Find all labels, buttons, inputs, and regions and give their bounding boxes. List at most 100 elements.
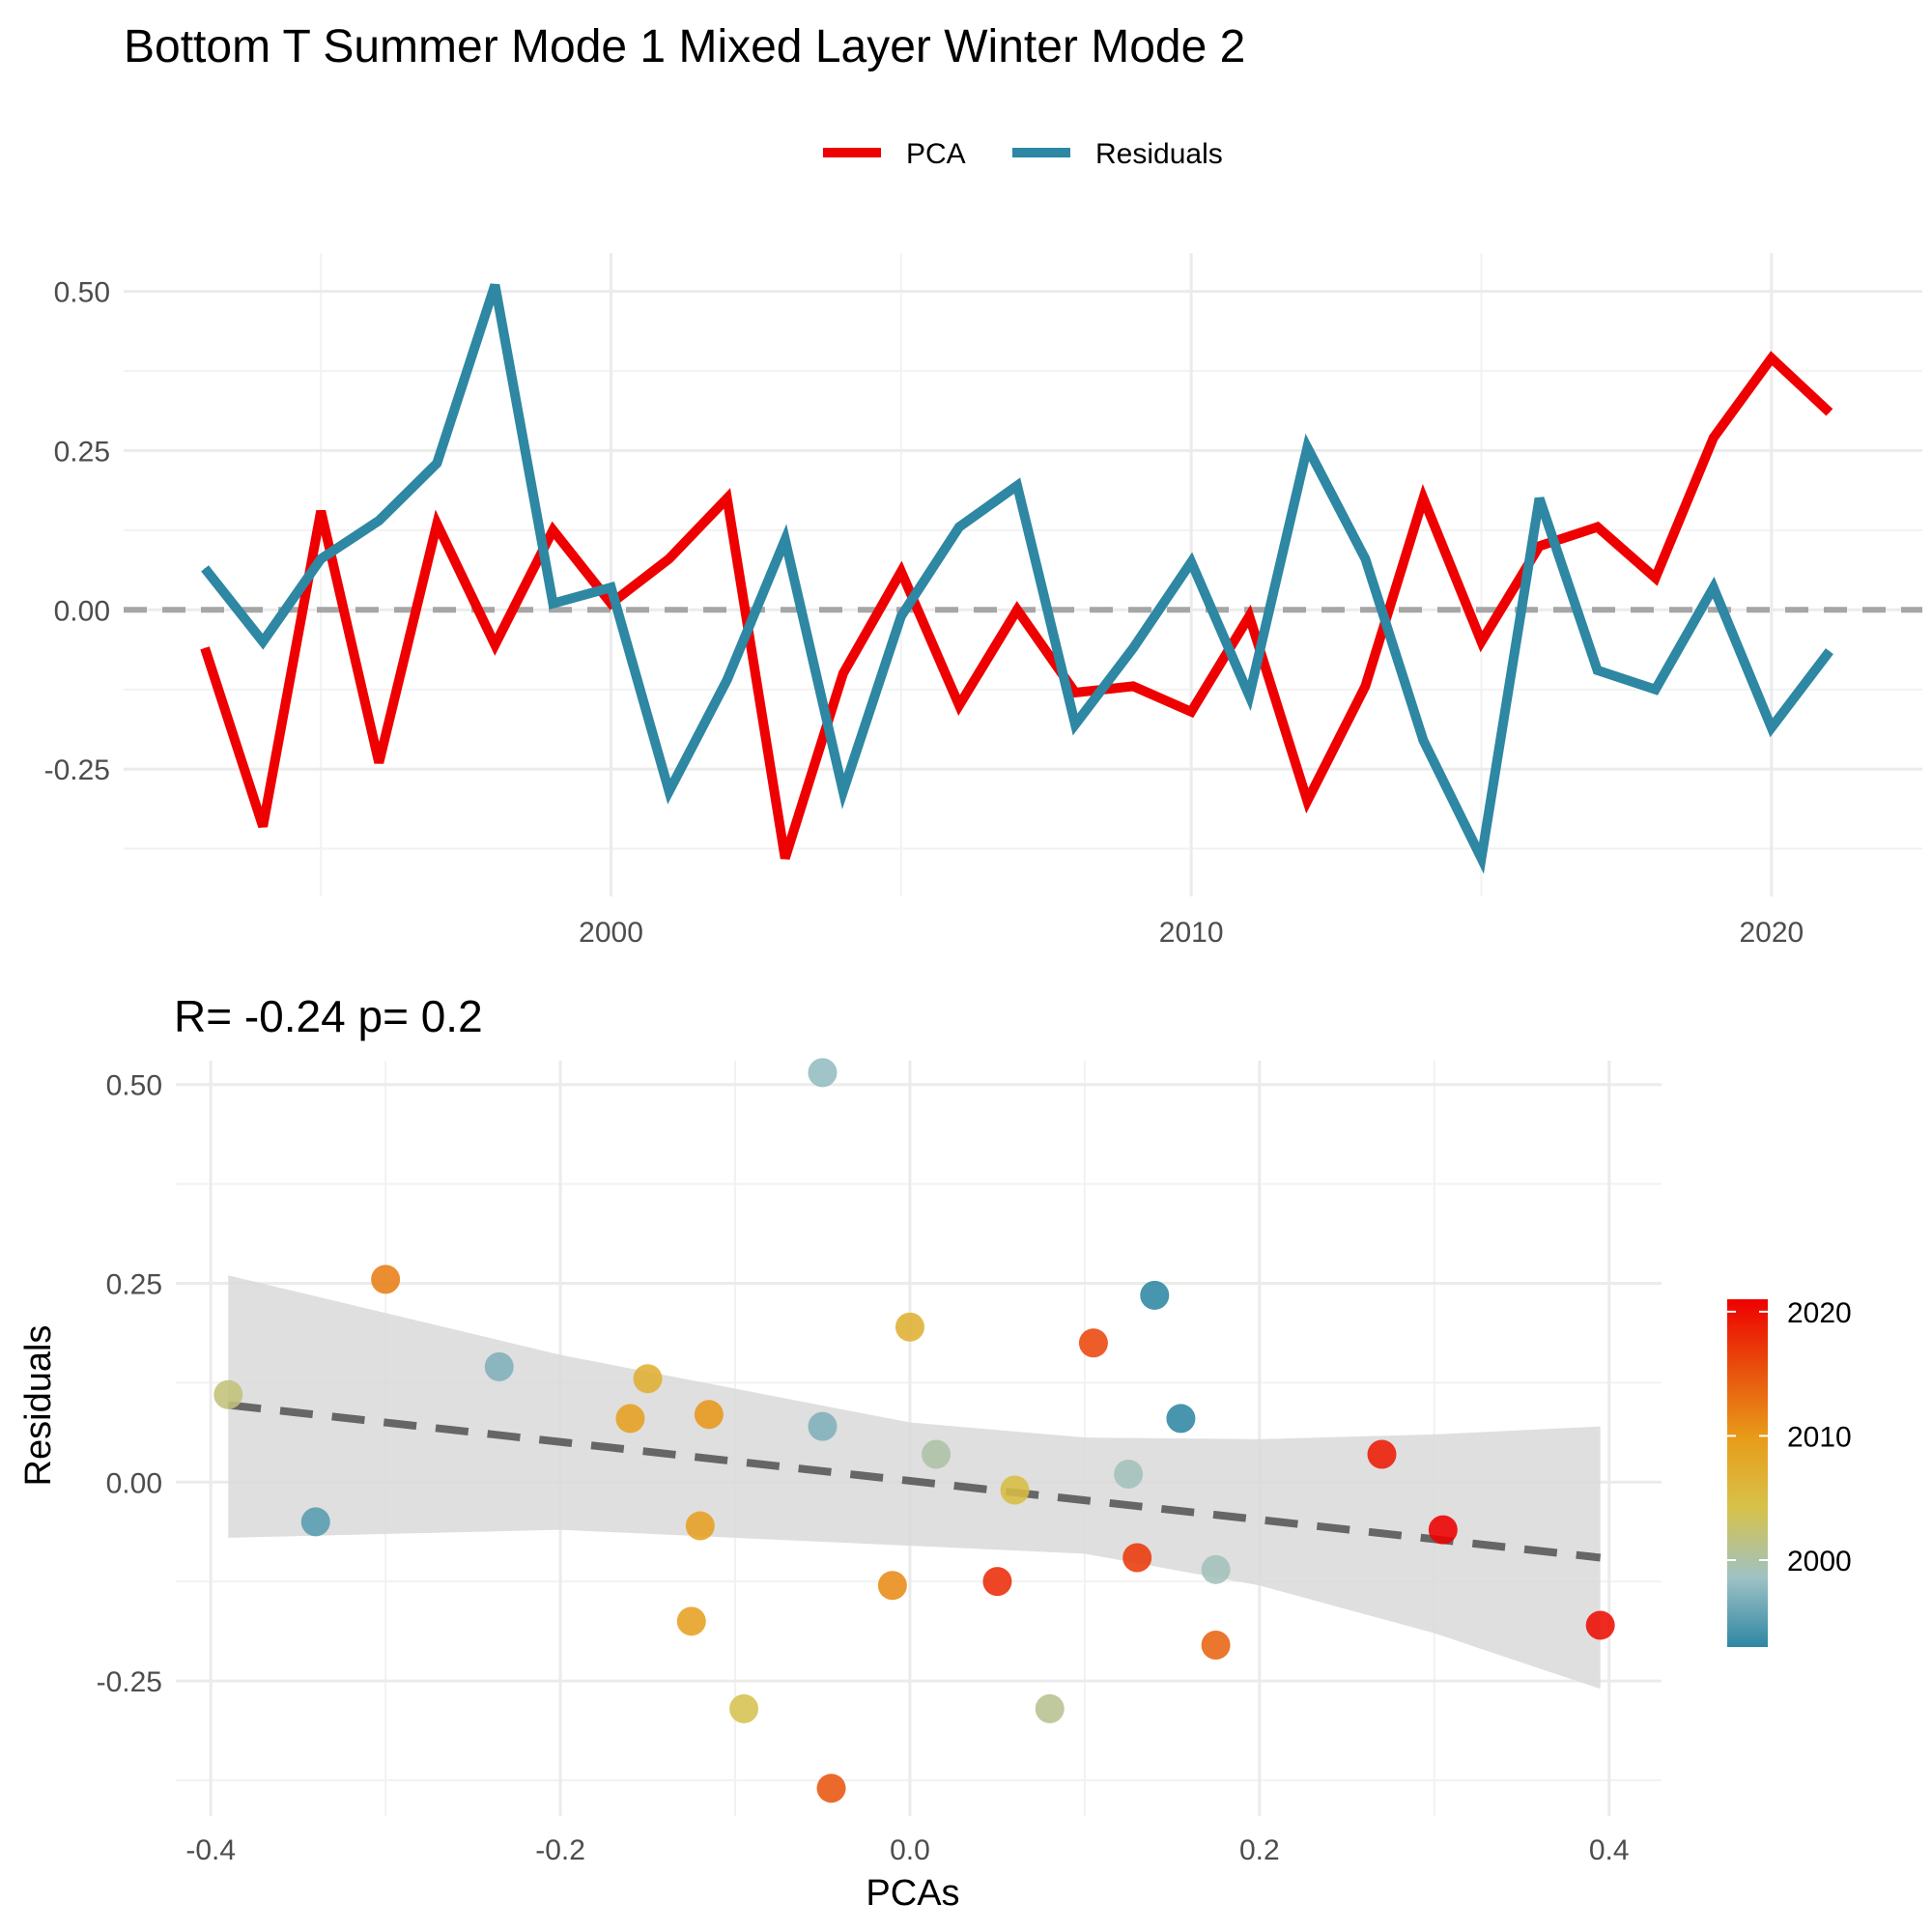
pca-data-point [204,647,206,649]
pca-data-point [1306,800,1308,802]
pca-data-point [1422,497,1424,499]
scatter-point [982,1567,1012,1597]
scatter-point [371,1264,401,1294]
scatter-point [1201,1631,1231,1661]
colorbar-label: 2010 [1787,1421,1852,1453]
residuals-data-point [1364,558,1366,560]
pca-data-point [1132,685,1134,687]
scatter-point [1166,1404,1196,1434]
residuals-data-point [1190,561,1192,563]
y-tick-label: 0.00 [106,1467,162,1499]
scatter-point [1367,1439,1397,1469]
pca-data-point [1771,357,1773,359]
pca-data-point [552,529,554,531]
scatter-point [1201,1554,1231,1584]
line-chart-y-ticks: 0.50 0.25 0.00 -0.25 [44,277,110,787]
scatter-point [1585,1610,1615,1640]
pca-data-point [436,523,438,525]
scatter-point [213,1379,243,1409]
y-tick-label: 0.25 [106,1268,162,1300]
pca-data-point [1364,685,1366,687]
residuals-data-point [726,679,728,681]
residuals-data-point [1539,497,1541,499]
pca-data-point [1655,577,1657,579]
residuals-data-point [1481,857,1483,859]
pca-data-point [378,762,380,764]
pca-data-point [784,857,786,859]
x-tick-label: 2000 [579,917,643,949]
scatter-point [685,1511,715,1541]
residuals-data-point [204,567,206,569]
scatter-point [676,1606,706,1636]
scatter-point [1000,1475,1030,1505]
pca-data-point [726,497,728,499]
pca-data-point [494,644,496,646]
legend-residuals-label: Residuals [1095,138,1223,170]
residuals-data-point [668,790,670,792]
line-legend: PCA Residuals [823,138,1223,170]
line-chart-vertices [204,284,1831,859]
y-tick-label: 0.50 [54,277,110,309]
scatter-point [808,1058,838,1088]
x-axis-title: PCAs [866,1873,959,1914]
pca-data-point [958,704,960,706]
year-colorbar: 2020 2010 2000 [1727,1297,1852,1647]
pca-data-point [1016,609,1018,611]
scatter-point [1114,1460,1144,1490]
pca-data-point [1074,692,1076,694]
residuals-data-point [494,284,496,286]
x-tick-label: -0.2 [535,1834,585,1866]
residuals-data-point [378,520,380,522]
residuals-data-point [958,526,960,528]
residuals-data-point [900,615,902,617]
x-tick-label: 0.0 [890,1834,930,1866]
x-tick-label: 0.4 [1589,1834,1630,1866]
residuals-data-point [842,790,844,792]
scatter-point [1035,1693,1065,1723]
pca-data-point [1481,640,1483,642]
pca-data-point [1248,615,1250,617]
pca-data-point [320,510,322,512]
x-tick-label: 2020 [1739,917,1804,949]
residuals-data-point [262,640,264,642]
residuals-data-point [1597,669,1599,671]
y-axis-title: Residuals [18,1325,59,1487]
scatter-point [877,1571,907,1601]
y-tick-label: 0.25 [54,436,110,468]
x-tick-label: -0.4 [185,1834,236,1866]
scatter-point [484,1351,514,1381]
pca-data-point [900,571,902,573]
scatter-point [300,1507,330,1537]
pca-data-point [668,558,670,560]
y-tick-label: 0.00 [54,595,110,627]
pca-data-point [262,825,264,827]
y-tick-label: -0.25 [97,1666,162,1698]
scatter-point [1428,1515,1458,1545]
residuals-data-point [1132,647,1134,649]
pca-data-point [842,672,844,674]
residuals-data-point [1713,586,1715,588]
line-chart-x-ticks: 2000 2010 2020 [579,917,1804,949]
scatter-point [1122,1543,1152,1573]
pca-data-point [1190,711,1192,713]
scatter-y-ticks: 0.50 0.25 0.00 -0.25 [97,1070,162,1698]
colorbar-label: 2020 [1787,1297,1852,1329]
residuals-data-point [436,463,438,465]
regression-fit-line [227,1401,1602,1562]
residuals-data-point [552,603,554,605]
scatter-chart: R= -0.24 p= 0.2 0.50 0.25 0.00 -0.25 -0.… [18,991,1662,1914]
scatter-grid [176,1061,1662,1816]
y-tick-label: 0.50 [106,1070,162,1102]
residuals-data-point [320,558,322,560]
x-tick-label: 2010 [1159,917,1224,949]
scatter-point [633,1364,663,1394]
residuals-data-point [1655,689,1657,691]
pca-data-point [1597,526,1599,528]
scatter-points [213,1058,1615,1804]
scatter-point [1078,1328,1108,1358]
pca-data-point [1713,437,1715,439]
residuals-data-point [784,539,786,541]
colorbar-gradient [1727,1299,1768,1647]
scatter-point [1140,1280,1170,1310]
